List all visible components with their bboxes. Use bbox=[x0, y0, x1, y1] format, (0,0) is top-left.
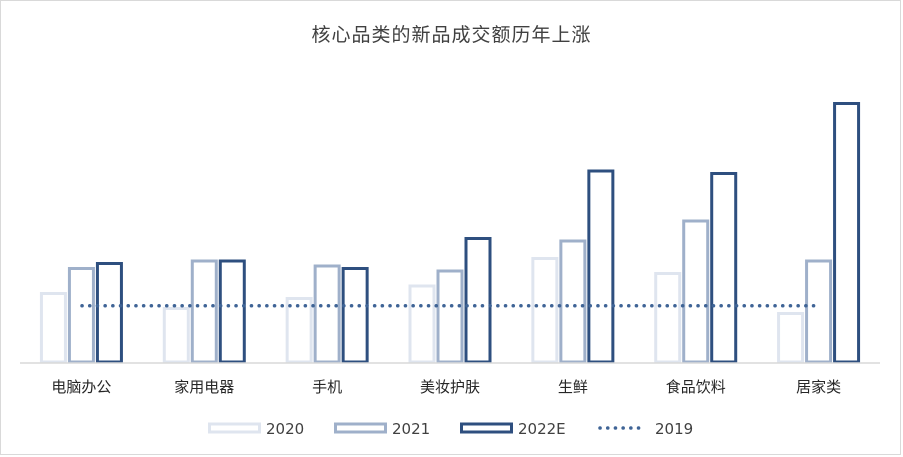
x-tick-label-2: 手机 bbox=[312, 378, 342, 396]
bar-2021-3 bbox=[436, 269, 464, 364]
bar-2021-2 bbox=[313, 264, 341, 364]
x-tick-label-1: 家用电器 bbox=[174, 378, 234, 396]
bar-2022E-0 bbox=[95, 262, 123, 364]
bar-2021-0 bbox=[67, 267, 95, 364]
x-tick-labels: 电脑办公 家用电器 手机 美妆护肤 生鲜 食品饮料 居家类 bbox=[51, 378, 841, 396]
legend-swatch-2022E bbox=[460, 422, 513, 434]
bar-2022E-3 bbox=[464, 237, 492, 364]
chart-title: 核心品类的新品成交额历年上涨 bbox=[311, 24, 592, 46]
bar-2020-1 bbox=[162, 307, 190, 364]
x-tick-label-3: 美妆护肤 bbox=[420, 378, 480, 396]
legend-label-2019: 2019 bbox=[655, 420, 693, 438]
bar-2020-3 bbox=[408, 284, 436, 364]
x-tick-label-6: 居家类 bbox=[796, 378, 841, 396]
x-tick-label-5: 食品饮料 bbox=[666, 378, 726, 396]
bar-2021-6 bbox=[805, 259, 833, 364]
bar-2020-6 bbox=[777, 312, 805, 364]
legend-label-2021: 2021 bbox=[392, 420, 430, 438]
legend-label-2022E: 2022E bbox=[518, 420, 566, 438]
bar-2021-5 bbox=[682, 219, 710, 364]
bar-2021-4 bbox=[559, 239, 587, 364]
x-tick-label-4: 生鲜 bbox=[558, 378, 588, 396]
bar-2020-2 bbox=[285, 297, 313, 364]
bar-2020-5 bbox=[654, 272, 682, 364]
bar-2022E-1 bbox=[218, 259, 246, 364]
x-tick-label-0: 电脑办公 bbox=[51, 378, 111, 396]
legend-swatch-2021 bbox=[334, 422, 387, 434]
legend: 2020 2021 2022E 2019 bbox=[208, 420, 693, 438]
bars-group bbox=[39, 102, 861, 364]
bar-2022E-4 bbox=[587, 169, 615, 364]
bar-2020-4 bbox=[531, 257, 559, 364]
bar-2022E-5 bbox=[710, 172, 738, 364]
bar-2021-1 bbox=[190, 259, 218, 364]
bar-2020-0 bbox=[39, 292, 67, 364]
bar-2022E-6 bbox=[833, 102, 861, 364]
legend-label-2020: 2020 bbox=[266, 420, 304, 438]
legend-swatch-2020 bbox=[208, 422, 261, 434]
bar-2022E-2 bbox=[341, 267, 369, 364]
